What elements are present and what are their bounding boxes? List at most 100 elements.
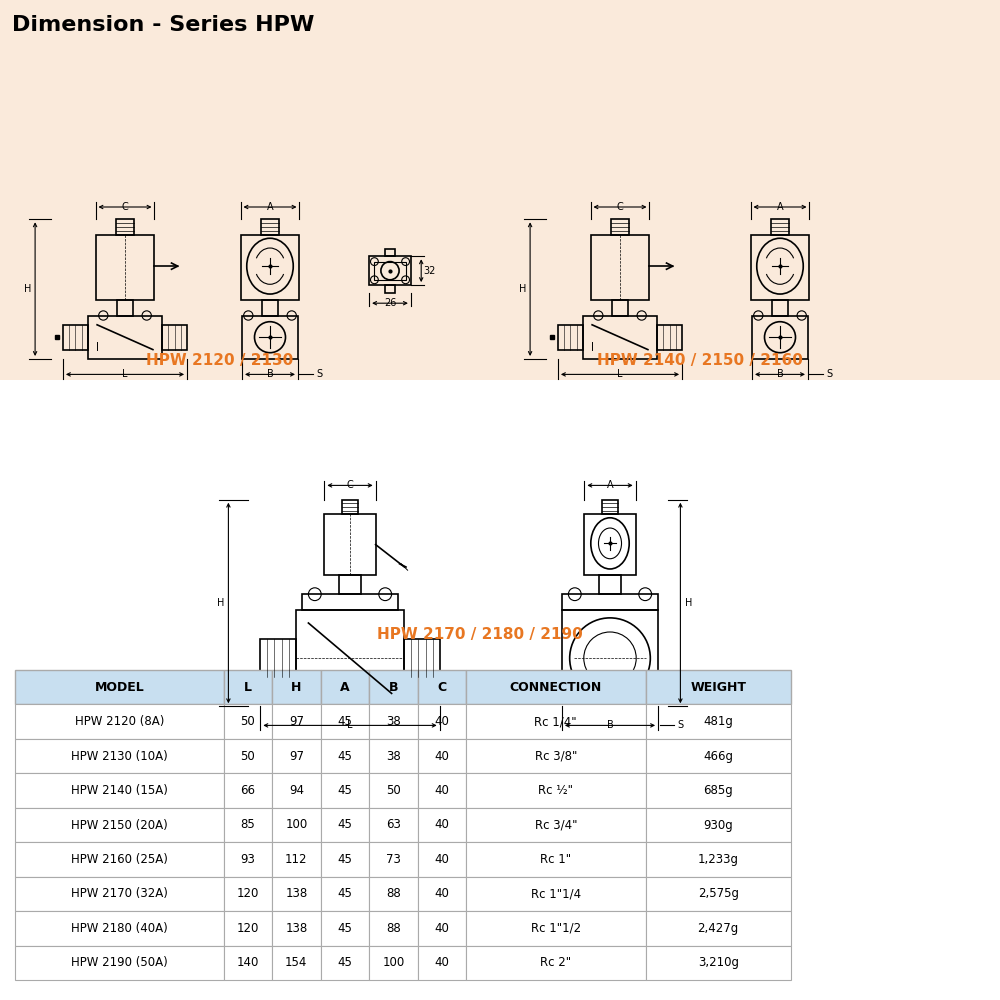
Bar	[369, 808, 418, 842]
Text: L: L	[244, 681, 252, 694]
Bar	[374, 262, 406, 280]
Text: 40: 40	[434, 956, 449, 969]
Text: 50: 50	[240, 715, 255, 728]
Text: 3,210g: 3,210g	[698, 956, 739, 969]
Bar	[272, 842, 321, 877]
Bar	[583, 316, 657, 359]
Text: 685g: 685g	[703, 784, 733, 797]
Text: A: A	[777, 202, 783, 212]
Bar	[418, 877, 466, 911]
Text: 466g: 466g	[703, 750, 733, 763]
Bar	[339, 575, 361, 594]
Bar	[296, 610, 404, 706]
Bar	[272, 739, 321, 773]
Bar	[302, 594, 398, 610]
Text: HPW 2160 (25A): HPW 2160 (25A)	[71, 853, 168, 866]
Text: H: H	[217, 598, 224, 608]
Bar	[418, 773, 466, 808]
Text: HPW 2120 / 2130: HPW 2120 / 2130	[146, 353, 294, 367]
Bar	[466, 670, 646, 704]
Bar	[466, 704, 646, 739]
Bar	[646, 808, 791, 842]
Text: 2,575g: 2,575g	[698, 887, 739, 900]
Bar	[562, 610, 658, 706]
Bar	[272, 670, 321, 704]
Bar	[321, 773, 369, 808]
Bar	[418, 842, 466, 877]
Bar	[342, 500, 358, 514]
Bar	[418, 670, 466, 704]
Bar	[63, 325, 88, 350]
Bar	[466, 808, 646, 842]
Bar	[466, 773, 646, 808]
Bar	[324, 514, 376, 575]
Text: HPW 2170 / 2180 / 2190: HPW 2170 / 2180 / 2190	[377, 628, 583, 643]
Bar	[584, 514, 636, 575]
Bar	[385, 249, 395, 256]
Bar	[772, 300, 788, 316]
Text: H: H	[685, 598, 692, 608]
Bar	[321, 739, 369, 773]
Text: MODEL: MODEL	[94, 681, 144, 694]
Bar	[321, 946, 369, 980]
Text: HPW 2140 / 2150 / 2160: HPW 2140 / 2150 / 2160	[597, 353, 803, 367]
Text: 40: 40	[434, 922, 449, 935]
Bar	[272, 808, 321, 842]
Bar	[321, 670, 369, 704]
Text: 930g: 930g	[703, 818, 733, 832]
Bar	[466, 911, 646, 946]
Text: Rc 1"1/4: Rc 1"1/4	[531, 887, 581, 900]
Text: 26: 26	[384, 298, 396, 308]
Text: A: A	[607, 480, 613, 490]
Text: Rc 1": Rc 1"	[540, 853, 571, 866]
Bar	[466, 842, 646, 877]
Text: 112: 112	[285, 853, 308, 866]
Text: S: S	[316, 369, 323, 379]
Text: Rc ½": Rc ½"	[538, 784, 573, 797]
Text: 1,233g: 1,233g	[698, 853, 739, 866]
Bar	[0, 0, 1000, 380]
Bar	[321, 842, 369, 877]
Bar	[272, 773, 321, 808]
Text: L: L	[122, 369, 128, 379]
Bar	[224, 773, 272, 808]
Bar	[646, 773, 791, 808]
Bar	[321, 877, 369, 911]
Text: H: H	[519, 284, 526, 294]
Bar	[385, 285, 395, 293]
Bar	[418, 739, 466, 773]
Bar	[646, 911, 791, 946]
Text: 40: 40	[434, 853, 449, 866]
Bar	[88, 316, 162, 359]
Bar	[15, 877, 224, 911]
Text: 40: 40	[434, 887, 449, 900]
Bar	[224, 842, 272, 877]
Bar	[224, 946, 272, 980]
Text: 66: 66	[240, 784, 255, 797]
Text: 63: 63	[386, 818, 401, 832]
Bar	[771, 219, 789, 235]
Text: HPW 2170 (32A): HPW 2170 (32A)	[71, 887, 168, 900]
Bar	[602, 500, 618, 514]
Text: CONNECTION: CONNECTION	[510, 681, 602, 694]
Bar	[321, 704, 369, 739]
Text: HPW 2130 (10A): HPW 2130 (10A)	[71, 750, 168, 763]
Bar	[224, 704, 272, 739]
Bar	[262, 300, 278, 316]
Text: L: L	[347, 720, 353, 730]
Bar	[404, 639, 440, 677]
Text: A: A	[267, 202, 273, 212]
Bar	[321, 808, 369, 842]
Bar	[369, 877, 418, 911]
Text: B: B	[267, 369, 273, 379]
Text: 73: 73	[386, 853, 401, 866]
Text: 85: 85	[240, 818, 255, 832]
Bar	[466, 739, 646, 773]
Text: 45: 45	[337, 922, 352, 935]
Bar	[162, 325, 187, 350]
Bar	[369, 739, 418, 773]
Text: WEIGHT: WEIGHT	[690, 681, 746, 694]
Text: 45: 45	[337, 750, 352, 763]
Text: Rc 1"1/2: Rc 1"1/2	[531, 922, 581, 935]
Text: 120: 120	[237, 922, 259, 935]
